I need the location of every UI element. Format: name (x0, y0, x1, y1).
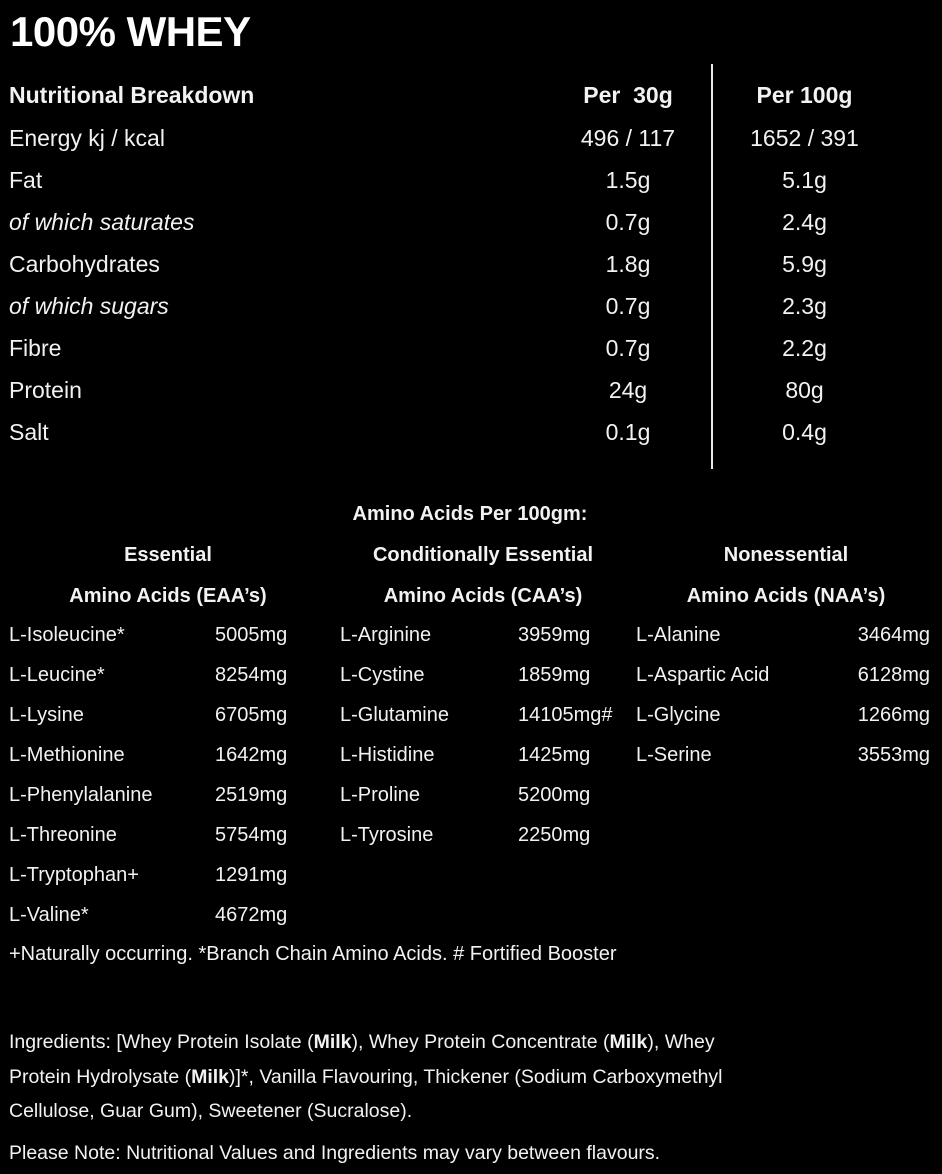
nutrient-per-30g: 0.7g (605, 335, 651, 361)
nutrient-per-30g: 496 / 117 (580, 125, 676, 151)
amino-acid-name: L-Valine* (9, 904, 89, 926)
nutrient-per-30g: 0.7g (605, 209, 651, 235)
ingredients-line-2: Protein Hydrolysate (Milk)]*, Vanilla Fl… (9, 1060, 723, 1094)
product-title: 100% WHEY (10, 8, 251, 55)
nutrient-label: of which sugars (9, 293, 169, 319)
amino-acid-value: 4672mg (215, 904, 288, 926)
amino-acid-value: 1642mg (215, 744, 288, 766)
amino-acid-name: L-Methionine (9, 744, 125, 766)
amino-acid-value: 5005mg (215, 624, 288, 646)
flavour-note: Please Note: Nutritional Values and Ingr… (9, 1142, 661, 1164)
nutrient-per-30g: 24g (608, 377, 648, 403)
ingredient-text: Cellulose, Guar Gum), Sweetener (Sucralo… (9, 1100, 413, 1122)
nutrition-heading: Nutritional Breakdown (9, 82, 255, 108)
amino-acid-value: 6705mg (215, 704, 288, 726)
nutrition-row: Fat 1.5g 5.1g (0, 167, 942, 207)
amino-acid-name: L-Threonine (9, 824, 117, 846)
amino-group-subheader: Amino Acids (NAA’s) (686, 585, 886, 607)
amino-acid-name: L-Leucine* (9, 664, 105, 686)
nutrient-per-100g: 2.2g (782, 335, 827, 361)
nutrient-per-100g: 1652 / 391 (750, 125, 859, 151)
nutrition-row: of which saturates 0.7g 2.4g (0, 209, 942, 249)
nutrient-label: Energy kj / kcal (9, 125, 165, 151)
nutrient-per-100g: 2.4g (782, 209, 827, 235)
nutrient-label: of which saturates (9, 209, 195, 235)
nutrient-label: Fat (9, 167, 43, 193)
ingredient-text: Protein Hydrolysate ( (9, 1066, 192, 1088)
amino-acid-name: L-Serine (636, 744, 712, 766)
amino-group-subheader: Amino Acids (EAA’s) (69, 585, 267, 607)
nutrition-row: Fibre 0.7g 2.2g (0, 335, 942, 375)
amino-acid-value: 5200mg (518, 784, 591, 806)
amino-acid-name: L-Arginine (340, 624, 432, 646)
nutrient-per-100g: 2.3g (782, 293, 827, 319)
amino-group-header: Nonessential (723, 544, 849, 566)
amino-acid-value: 3959mg (518, 624, 591, 646)
nutrient-per-30g: 0.7g (605, 293, 651, 319)
amino-acid-name: L-Proline (340, 784, 421, 806)
per-100g-header: Per 100g (756, 82, 853, 108)
amino-title: Amino Acids Per 100gm: (352, 503, 588, 525)
amino-acid-value: 2250mg (518, 824, 591, 846)
amino-acid-value: 8254mg (215, 664, 288, 686)
nutrition-row: Energy kj / kcal 496 / 117 1652 / 391 (0, 125, 942, 165)
amino-group-header: Essential (124, 544, 212, 566)
per-30g-header: Per 30g (583, 82, 673, 108)
amino-acid-value: 2519mg (215, 784, 288, 806)
ingredients-line-3: Cellulose, Guar Gum), Sweetener (Sucralo… (9, 1094, 412, 1128)
amino-acid-name: L-Lysine (9, 704, 84, 726)
nutrition-row: Salt 0.1g 0.4g (0, 419, 942, 459)
amino-acid-name: L-Histidine (340, 744, 435, 766)
amino-acid-name: L-Glycine (636, 704, 721, 726)
nutrition-header-row: Nutritional Breakdown Per 30g Per 100g (0, 82, 942, 122)
amino-acid-value: 14105mg# (518, 704, 613, 726)
amino-acid-value: 1266mg (857, 704, 930, 726)
nutrient-per-100g: 5.1g (782, 167, 827, 193)
column-divider (711, 64, 713, 469)
amino-footnote: +Naturally occurring. *Branch Chain Amin… (9, 943, 617, 965)
amino-acid-name: L-Alanine (636, 624, 721, 646)
nutrient-label: Carbohydrates (9, 251, 160, 277)
allergen-text: Milk (191, 1066, 230, 1088)
amino-acid-name: L-Phenylalanine (9, 784, 153, 806)
nutrient-per-100g: 0.4g (782, 419, 827, 445)
allergen-text: Milk (609, 1031, 648, 1053)
amino-acid-name: L-Glutamine (340, 704, 449, 726)
ingredients-line-1: Ingredients: [Whey Protein Isolate (Milk… (9, 1025, 715, 1059)
nutrient-per-30g: 1.8g (605, 251, 651, 277)
amino-acid-value: 1291mg (215, 864, 288, 886)
nutrition-row: of which sugars 0.7g 2.3g (0, 293, 942, 333)
allergen-text: Milk (313, 1031, 352, 1053)
amino-acid-value: 5754mg (215, 824, 288, 846)
amino-acid-name: L-Cystine (340, 664, 425, 686)
nutrient-per-30g: 0.1g (605, 419, 651, 445)
amino-acid-name: L-Tryptophan+ (9, 864, 139, 886)
nutrient-label: Fibre (9, 335, 62, 361)
amino-acid-value: 1425mg (518, 744, 591, 766)
amino-acid-value: 1859mg (518, 664, 591, 686)
amino-group-header: Conditionally Essential (372, 544, 594, 566)
nutrient-per-100g: 5.9g (782, 251, 827, 277)
amino-acid-value: 6128mg (857, 664, 930, 686)
ingredient-text: )]*, Vanilla Flavouring, Thickener (Sodi… (229, 1066, 723, 1088)
ingredient-text: ), Whey Protein Concentrate ( (351, 1031, 610, 1053)
nutrient-per-30g: 1.5g (605, 167, 651, 193)
nutrition-row: Carbohydrates 1.8g 5.9g (0, 251, 942, 291)
amino-group-subheader: Amino Acids (CAA’s) (383, 585, 583, 607)
ingredient-text: ), Whey (647, 1031, 715, 1053)
amino-acid-name: L-Aspartic Acid (636, 664, 770, 686)
amino-acid-name: L-Tyrosine (340, 824, 434, 846)
nutrition-row: Protein 24g 80g (0, 377, 942, 417)
amino-acid-value: 3553mg (857, 744, 930, 766)
nutrient-per-100g: 80g (785, 377, 824, 403)
nutrient-label: Salt (9, 419, 49, 445)
amino-acid-value: 3464mg (857, 624, 930, 646)
ingredient-text: Ingredients: [Whey Protein Isolate ( (9, 1031, 314, 1053)
amino-acid-name: L-Isoleucine* (9, 624, 125, 646)
nutrient-label: Protein (9, 377, 82, 403)
